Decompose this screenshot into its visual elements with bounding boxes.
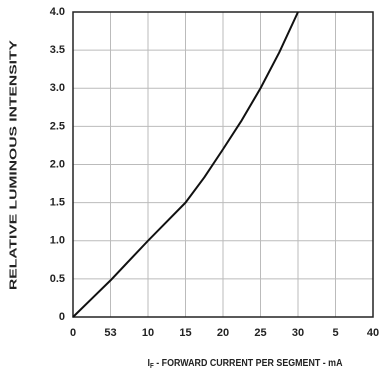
x-axis-label-sub: F bbox=[150, 363, 154, 370]
x-axis-label-rest: - FORWARD CURRENT PER SEGMENT - mA bbox=[154, 358, 343, 369]
x-axis-label-main: I bbox=[148, 358, 151, 369]
y-tick-label: 2.0 bbox=[50, 158, 65, 170]
x-tick-label: 25 bbox=[254, 327, 266, 339]
y-axis-label: RELATIVE LUMINOUS INTENSITY bbox=[9, 39, 20, 290]
y-tick-label: 1.0 bbox=[50, 235, 65, 247]
x-tick-label: 40 bbox=[367, 327, 379, 339]
x-tick-label: 10 bbox=[142, 327, 154, 339]
x-tick-label: 20 bbox=[217, 327, 229, 339]
x-tick-label: 53 bbox=[104, 327, 116, 339]
y-tick-label: 0 bbox=[59, 311, 65, 323]
y-tick-label: 4.0 bbox=[50, 6, 65, 18]
x-tick-label: 15 bbox=[179, 327, 191, 339]
line bbox=[72, 11, 299, 318]
x-tick-label: 0 bbox=[70, 327, 76, 339]
y-tick-label: 2.5 bbox=[50, 120, 65, 132]
x-axis-label: IF - FORWARD CURRENT PER SEGMENT - mA bbox=[148, 358, 343, 370]
y-tick-label: 3.5 bbox=[50, 44, 65, 56]
y-tick-label: 0.5 bbox=[50, 273, 65, 285]
x-tick-label: 5 bbox=[332, 327, 338, 339]
y-tick-label: 1.5 bbox=[50, 197, 65, 209]
x-tick-label: 30 bbox=[292, 327, 304, 339]
y-tick-label: 3.0 bbox=[50, 82, 65, 94]
plot-frame bbox=[72, 11, 374, 318]
